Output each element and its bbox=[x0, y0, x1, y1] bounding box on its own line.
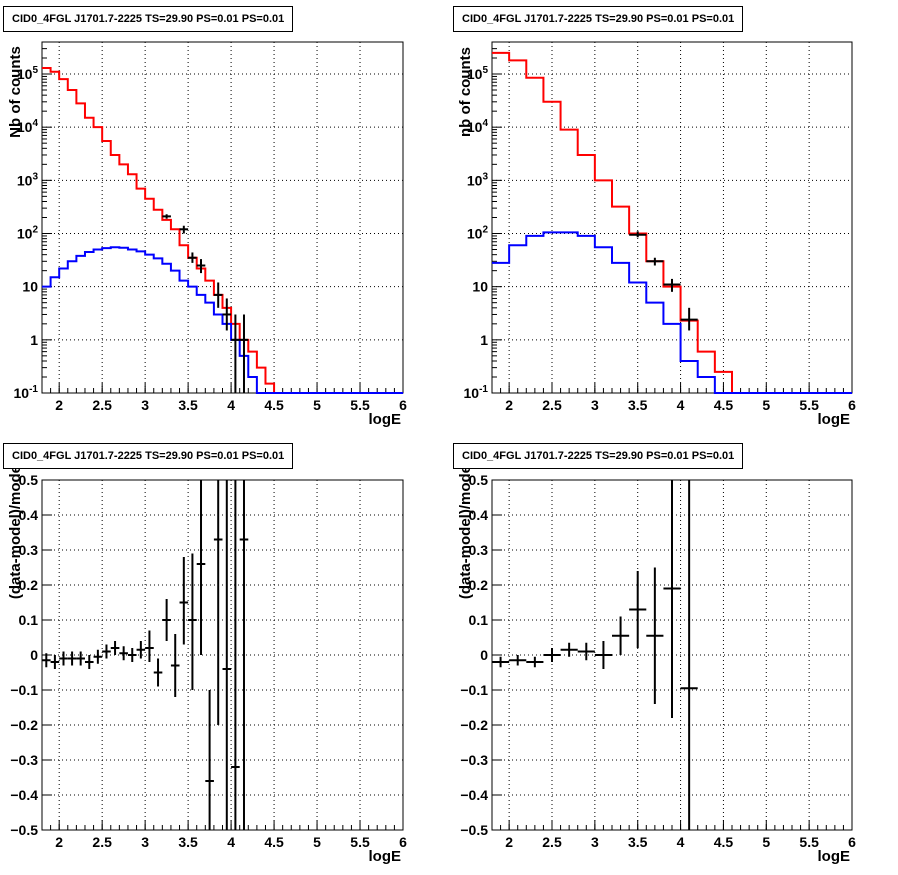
panel-3-x-tick-label: 4 bbox=[677, 834, 685, 850]
panel-3-x-tick-label: 2 bbox=[505, 834, 513, 850]
panel-0-y-tick-label: 104 bbox=[17, 118, 39, 135]
panel-title-bottom-left: CID0_4FGL J1701.7-2225 TS=29.90 PS=0.01 … bbox=[3, 443, 294, 469]
panel-0-series-1-histogram bbox=[42, 246, 403, 394]
panel-1-x-tick-label: 5.5 bbox=[799, 397, 819, 413]
panel-0-y-tick-label: 1 bbox=[30, 332, 38, 348]
panel-2-x-tick-label: 2.5 bbox=[92, 834, 112, 850]
panel-3-x-tick-label: 6 bbox=[848, 834, 856, 850]
panel-3-x-tick-label: 3 bbox=[591, 834, 599, 850]
panel-1-y-tick-label: 10 bbox=[472, 279, 488, 295]
panel-1-x-tick-label: 4.5 bbox=[714, 397, 734, 413]
panel-3-y-axis-label: (data-model)/model bbox=[457, 461, 474, 599]
panel-1-x-tick-label: 2 bbox=[505, 397, 513, 413]
panel-2-x-tick-label: 2 bbox=[55, 834, 63, 850]
panel-2-x-tick-label: 5 bbox=[313, 834, 321, 850]
panel-0-y-tick-label: 10 bbox=[22, 279, 38, 295]
panel-2-y-tick-label: 0.5 bbox=[19, 472, 39, 488]
panel-0-x-tick-label: 2 bbox=[55, 397, 63, 413]
panel-3-x-tick-label: 5.5 bbox=[799, 834, 819, 850]
panel-2-x-tick-label: 3 bbox=[141, 834, 149, 850]
panel-3-y-tick-label: −0.2 bbox=[460, 717, 488, 733]
panel-1-series-1-histogram bbox=[492, 231, 852, 394]
panel-0-x-tick-label: 5 bbox=[313, 397, 321, 413]
panel-1-x-tick-label: 3.5 bbox=[628, 397, 648, 413]
panel-1-x-tick-label: 4 bbox=[677, 397, 685, 413]
panel-0-x-tick-label: 4.5 bbox=[264, 397, 284, 413]
panel-1-y-tick-label: 1 bbox=[480, 332, 488, 348]
panel-2-x-tick-label: 3.5 bbox=[178, 834, 198, 850]
panel-title-top-right: CID0_4FGL J1701.7-2225 TS=29.90 PS=0.01 … bbox=[453, 6, 744, 32]
panel-3-y-tick-label: 0.4 bbox=[469, 507, 489, 523]
panel-3-x-axis-label: logE bbox=[818, 848, 851, 865]
panel-0-y-tick-label: 10-1 bbox=[14, 384, 39, 401]
panel-0-x-tick-label: 6 bbox=[399, 397, 407, 413]
panel-3-x-tick-label: 3.5 bbox=[628, 834, 648, 850]
panel-2-x-tick-label: 4.5 bbox=[264, 834, 284, 850]
panel-2-x-axis-label: logE bbox=[369, 848, 402, 865]
panel-3-y-tick-label: 0.3 bbox=[469, 542, 489, 558]
panel-3-x-tick-label: 4.5 bbox=[714, 834, 734, 850]
panel-3-y-tick-label: −0.4 bbox=[460, 787, 488, 803]
panel-3-y-tick-label: 0.5 bbox=[469, 472, 489, 488]
panel-0-x-tick-label: 3.5 bbox=[178, 397, 198, 413]
panel-1-x-tick-label: 6 bbox=[848, 397, 856, 413]
panel-3-y-tick-label: 0.2 bbox=[469, 577, 489, 593]
panel-2-y-tick-label: −0.1 bbox=[10, 682, 38, 698]
panel-0-plot-frame bbox=[41, 41, 404, 394]
panel-2-y-tick-label: 0.3 bbox=[19, 542, 39, 558]
panel-1-x-tick-label: 2.5 bbox=[542, 397, 562, 413]
panel-0-x-axis-label: logE bbox=[369, 411, 402, 428]
panel-3-y-tick-label: 0.1 bbox=[469, 612, 489, 628]
panel-title-top-left: CID0_4FGL J1701.7-2225 TS=29.90 PS=0.01 … bbox=[3, 6, 294, 32]
panel-0-x-tick-label: 4 bbox=[227, 397, 235, 413]
panel-2-y-tick-label: −0.4 bbox=[10, 787, 38, 803]
panel-1-y-axis-label: nb of counts bbox=[457, 47, 474, 137]
panel-1-x-tick-label: 5 bbox=[762, 397, 770, 413]
panel-1-y-tick-label: 103 bbox=[467, 171, 489, 188]
panel-title-bottom-right: CID0_4FGL J1701.7-2225 TS=29.90 PS=0.01 … bbox=[453, 443, 744, 469]
panel-3-y-tick-label: 0 bbox=[480, 647, 488, 663]
panel-1-y-tick-label: 10-1 bbox=[464, 384, 489, 401]
panel-1-plot-frame bbox=[491, 41, 853, 394]
panel-0-y-tick-label: 103 bbox=[17, 171, 39, 188]
panel-0-y-axis-label: Nb of counts bbox=[7, 46, 24, 138]
panel-2-y-tick-label: −0.3 bbox=[10, 752, 38, 768]
panel-2-y-tick-label: −0.5 bbox=[10, 822, 38, 838]
panel-2-x-tick-label: 5.5 bbox=[350, 834, 370, 850]
panel-0-x-tick-label: 3 bbox=[141, 397, 149, 413]
panel-0-x-tick-label: 2.5 bbox=[92, 397, 112, 413]
panel-2-x-tick-label: 4 bbox=[227, 834, 235, 850]
panel-2-y-axis-label: (data-model)/model bbox=[7, 461, 24, 599]
panel-3-x-tick-label: 5 bbox=[762, 834, 770, 850]
panel-2-x-tick-label: 6 bbox=[399, 834, 407, 850]
panel-2-y-tick-label: 0.1 bbox=[19, 612, 39, 628]
panel-1-x-axis-label: logE bbox=[818, 411, 851, 428]
panel-2-y-tick-label: −0.2 bbox=[10, 717, 38, 733]
panel-3-x-tick-label: 2.5 bbox=[542, 834, 562, 850]
panel-1-y-tick-label: 104 bbox=[467, 118, 489, 135]
panel-1-y-tick-label: 102 bbox=[467, 225, 489, 242]
panel-2-y-tick-label: 0.2 bbox=[19, 577, 39, 593]
panel-1-y-tick-label: 105 bbox=[467, 65, 489, 82]
panel-0-y-tick-label: 102 bbox=[17, 225, 39, 242]
panel-3-y-tick-label: −0.5 bbox=[460, 822, 488, 838]
panel-2-y-tick-label: 0.4 bbox=[19, 507, 39, 523]
panel-1-x-tick-label: 3 bbox=[591, 397, 599, 413]
panel-0-y-tick-label: 105 bbox=[17, 65, 39, 82]
panel-3-y-tick-label: −0.1 bbox=[460, 682, 488, 698]
panel-2-y-tick-label: 0 bbox=[30, 647, 38, 663]
panel-0-x-tick-label: 5.5 bbox=[350, 397, 370, 413]
panel-3-y-tick-label: −0.3 bbox=[460, 752, 488, 768]
